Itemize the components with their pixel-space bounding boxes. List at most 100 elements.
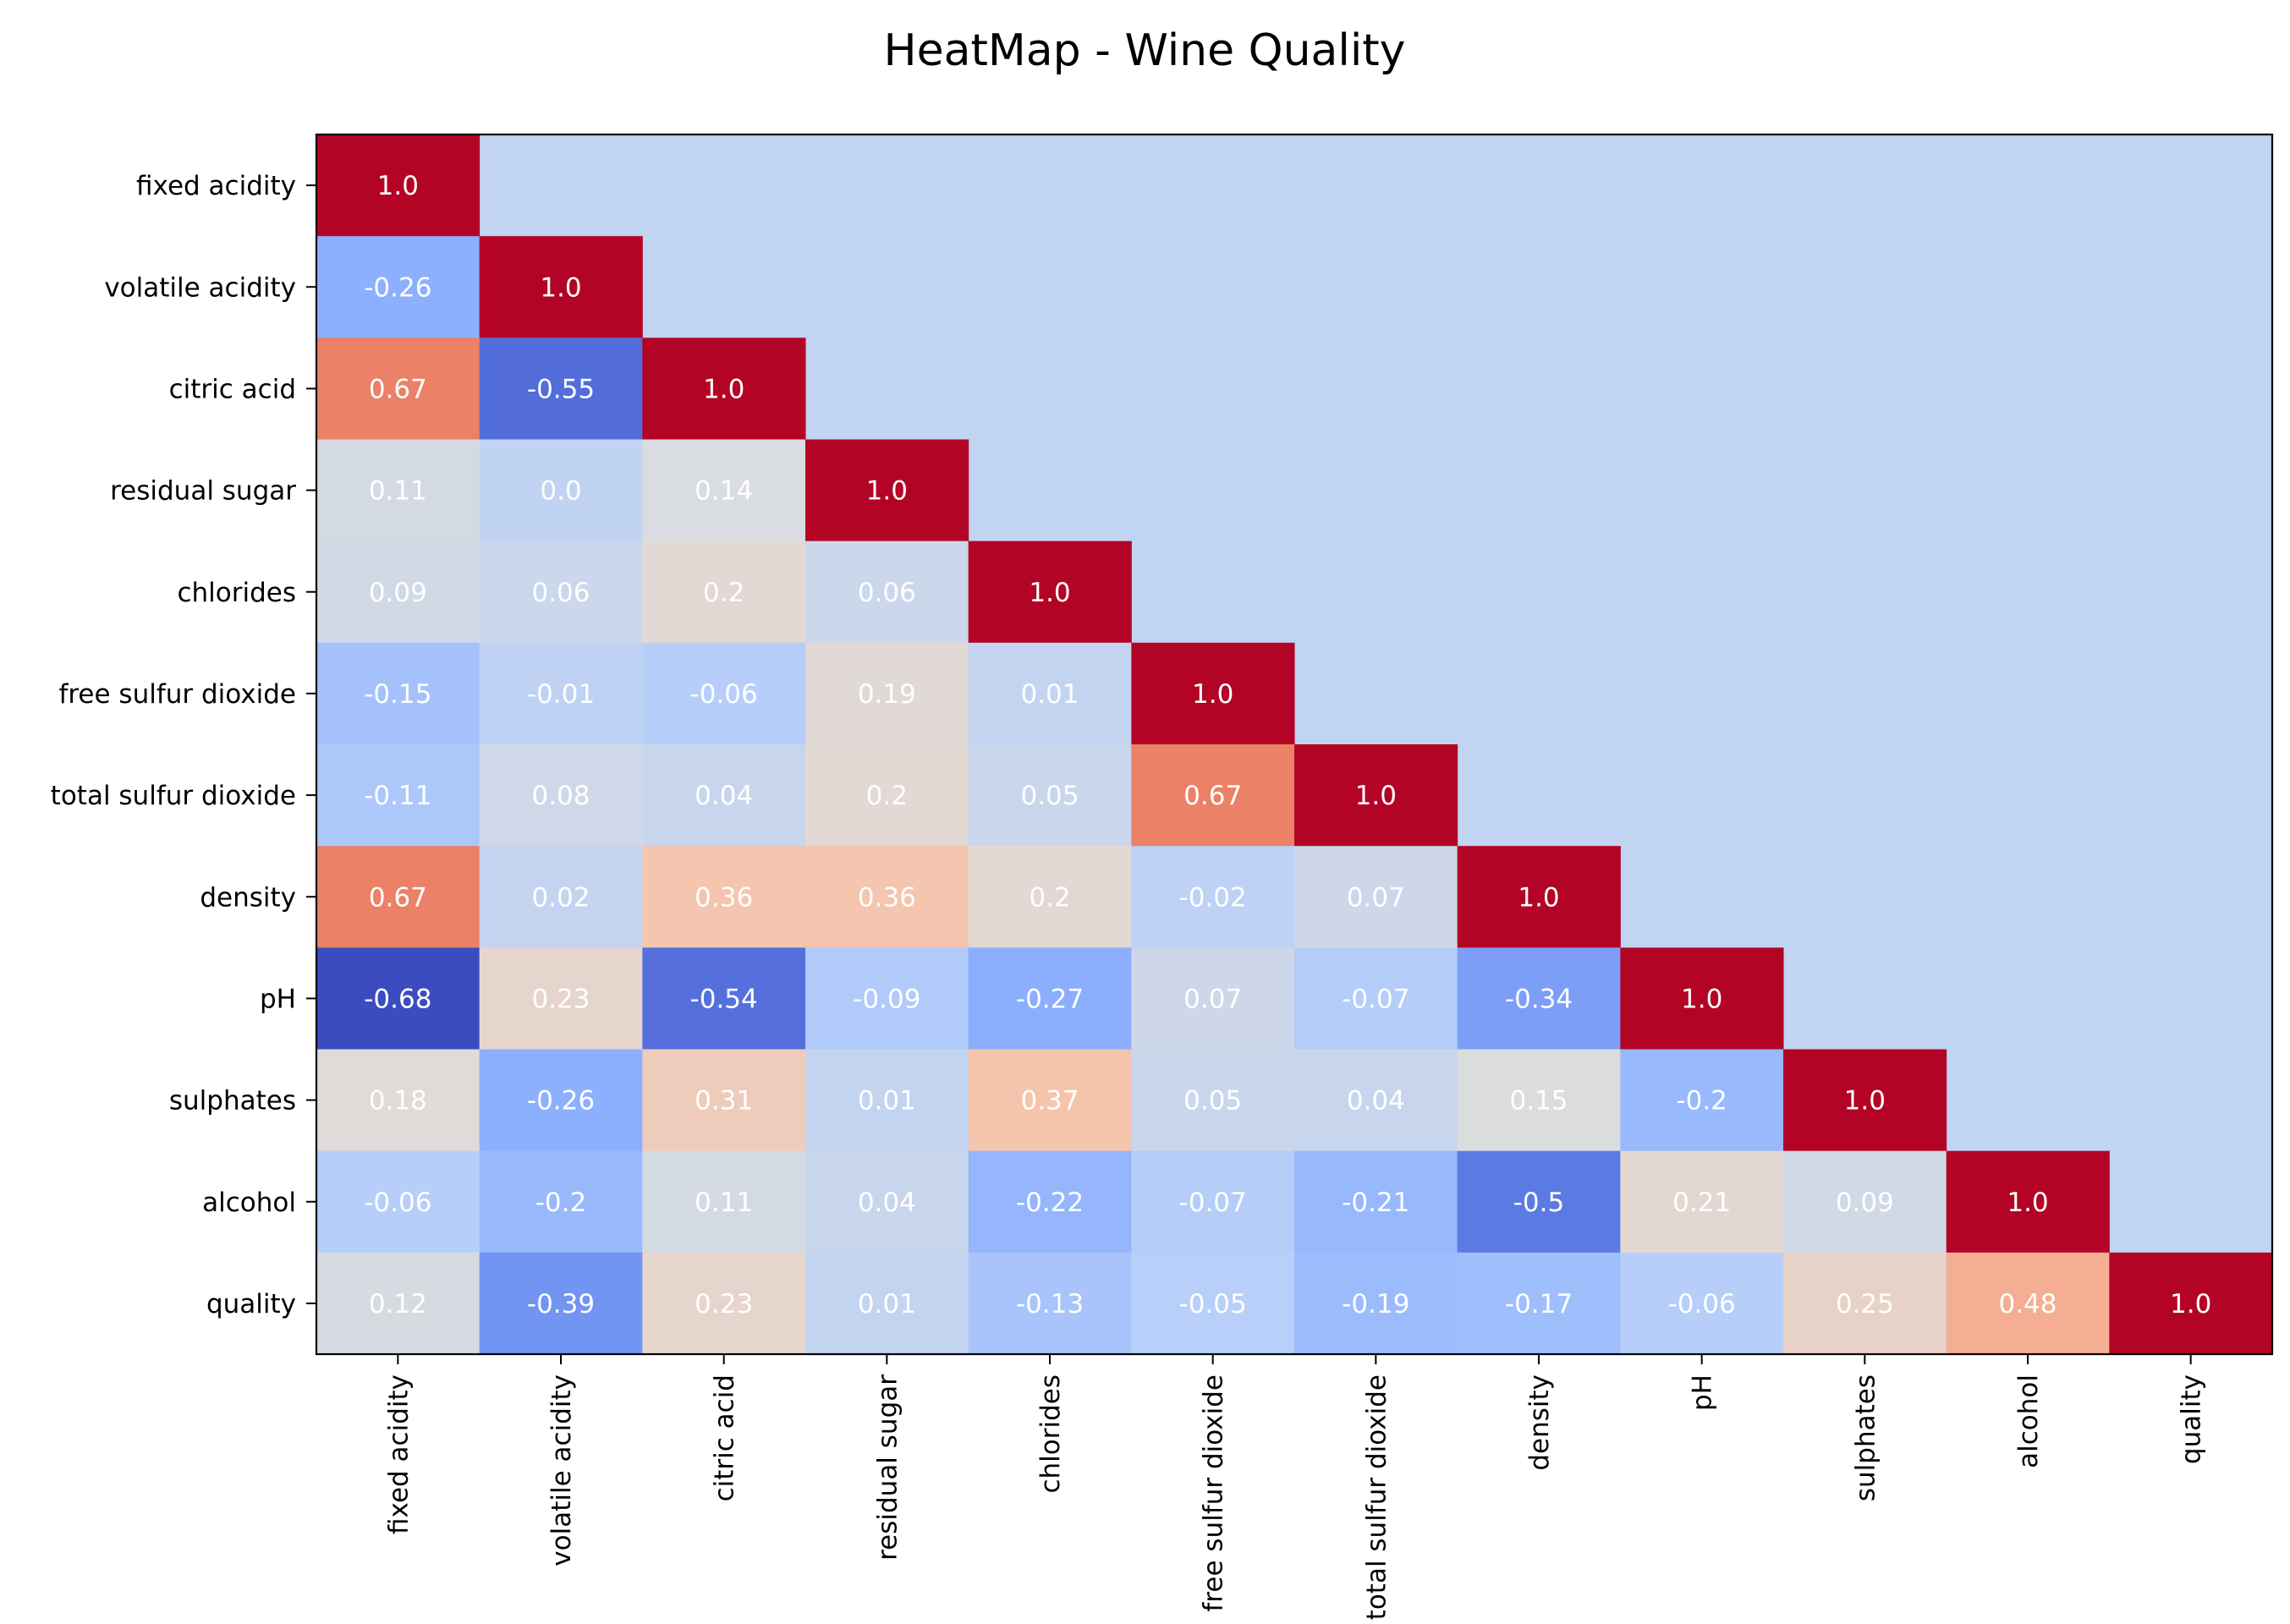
x-tick-label: pH (1688, 1374, 1718, 1411)
cell-value-label: 0.18 (369, 1086, 427, 1116)
heatmap-cell (479, 1252, 643, 1355)
cell-value-label: 0.67 (369, 882, 427, 913)
heatmap-cell (479, 947, 643, 1050)
cell-value-label: 0.37 (1020, 1086, 1079, 1116)
cell-value-label: 1.0 (377, 171, 419, 201)
heatmap-cell (968, 1150, 1132, 1254)
x-tick-label: volatile acidity (546, 1374, 577, 1566)
y-tick-label: citric acid (169, 374, 296, 404)
cell-value-label: 0.0 (540, 476, 581, 507)
heatmap-cell (642, 540, 806, 644)
heatmap-cell (1131, 744, 1295, 847)
heatmap-cell (1294, 1049, 1458, 1152)
y-axis: fixed acidity volatile acidity citric acid… (51, 171, 316, 1320)
heatmap-cell (805, 846, 969, 948)
cell-value-label: 0.07 (1183, 984, 1242, 1014)
cell-value-label: -0.5 (1513, 1188, 1565, 1218)
cell-value-label: 0.48 (1998, 1289, 2057, 1320)
heatmap-cell (968, 846, 1132, 948)
cell-value-label: -0.22 (1016, 1188, 1084, 1218)
cell-value-label: -0.05 (1179, 1289, 1247, 1320)
cell-value-label: -0.2 (1676, 1086, 1727, 1116)
heatmap-cell (316, 642, 481, 745)
cell-value-label: 0.01 (1020, 679, 1079, 710)
heatmap-cell (805, 1150, 969, 1254)
heatmap-cell (1131, 846, 1295, 948)
heatmap-cell (1783, 1150, 1947, 1254)
cell-value-label: 1.0 (1192, 679, 1233, 710)
heatmap-cell (316, 337, 481, 440)
heatmap-cell (316, 1252, 481, 1355)
heatmap-cell (1620, 1049, 1784, 1152)
heatmap-cell (1294, 744, 1458, 847)
cell-value-label: 1.0 (1518, 882, 1559, 913)
cell-value-label: 0.01 (858, 1086, 916, 1116)
y-tick-label: volatile acidity (104, 272, 296, 303)
heatmap-cell (642, 1150, 806, 1254)
heatmap-cell (642, 1049, 806, 1152)
cell-value-label: 0.04 (1347, 1086, 1405, 1116)
cell-value-label: 0.05 (1020, 781, 1079, 811)
cell-value-label: 0.12 (369, 1289, 427, 1320)
cell-value-label: -0.15 (364, 679, 431, 710)
heatmap-cell (2109, 1252, 2273, 1355)
cell-value-label: 0.2 (866, 781, 908, 811)
heatmap-cell (1783, 1252, 1947, 1355)
cell-value-label: 0.04 (858, 1188, 916, 1218)
cell-value-label: 1.0 (2170, 1289, 2211, 1320)
heatmap-cell (316, 1049, 481, 1152)
y-tick-label: alcohol (202, 1188, 296, 1218)
plot-frame (315, 133, 2274, 1356)
cell-value-label: 1.0 (2007, 1188, 2048, 1218)
cell-value-label: -0.27 (1016, 984, 1084, 1014)
y-tick-label: free sulfur dioxide (58, 679, 296, 710)
x-tick-label: residual sugar (872, 1374, 903, 1561)
heatmap-cell (316, 947, 481, 1050)
cell-value-label: -0.09 (853, 984, 920, 1014)
heatmap-cell (968, 642, 1132, 745)
heatmap-cell (479, 236, 643, 338)
heatmap-cell (642, 1252, 806, 1355)
heatmap-cell (479, 744, 643, 847)
cell-value-label: 1.0 (703, 374, 744, 404)
cell-value-label: 1.0 (1681, 984, 1722, 1014)
cell-value-label: 1.0 (1029, 578, 1070, 608)
heatmap-cell (1620, 1150, 1784, 1254)
cell-value-label: -0.68 (364, 984, 431, 1014)
cell-value-label: 0.07 (1347, 882, 1405, 913)
heatmap-cell (479, 337, 643, 440)
y-tick-label: chlorides (177, 578, 296, 608)
heatmap-cell (642, 642, 806, 745)
cell-value-label: 0.09 (1836, 1188, 1894, 1218)
cell-value-label: 0.05 (1183, 1086, 1242, 1116)
cell-value-label: 0.06 (531, 578, 590, 608)
y-tick-label: total sulfur dioxide (51, 781, 296, 811)
heatmap-cell (479, 642, 643, 745)
cell-value-label: -0.06 (690, 679, 758, 710)
heatmap-cell (316, 134, 481, 237)
heatmap-cells: 1.0 -0.26 1.0 0.67 -0.55 1.0 0.11 0.0 0.14 1.0 0.0… (316, 134, 2273, 1355)
cell-value-label: -0.02 (1179, 882, 1247, 913)
cell-value-label: -0.06 (364, 1188, 431, 1218)
cell-value-label: 1.0 (540, 272, 581, 303)
cell-value-label: 0.01 (858, 1289, 916, 1320)
heatmap-cell (805, 1252, 969, 1355)
cell-value-label: -0.26 (364, 272, 431, 303)
cell-value-label: 0.67 (369, 374, 427, 404)
heatmap-cell (316, 1150, 481, 1254)
cell-value-label: 0.14 (695, 476, 753, 507)
y-tick-label: sulphates (169, 1086, 296, 1116)
cell-value-label: -0.21 (1342, 1188, 1409, 1218)
heatmap-cell (805, 1049, 969, 1152)
heatmap-cell (479, 1150, 643, 1254)
heatmap-cell (968, 744, 1132, 847)
heatmap-cell (1131, 1150, 1295, 1254)
heatmap-cell (805, 744, 969, 847)
y-tick-label: quality (206, 1289, 296, 1320)
cell-value-label: -0.11 (364, 781, 431, 811)
cell-value-label: 0.23 (531, 984, 590, 1014)
heatmap-cell (1131, 947, 1295, 1050)
heatmap-cell (316, 744, 481, 847)
cell-value-label: 0.36 (858, 882, 916, 913)
cell-value-label: -0.01 (527, 679, 595, 710)
